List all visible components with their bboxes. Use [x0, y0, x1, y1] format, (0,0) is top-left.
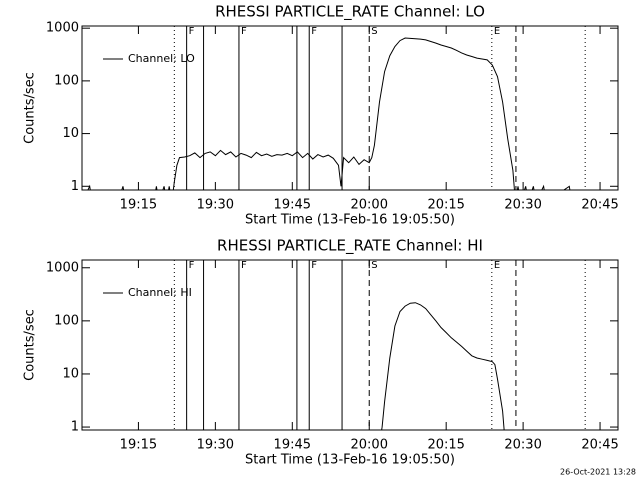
- footer: 26-Oct-2021 13:28: [560, 468, 636, 477]
- legend-label: Channel: LO: [128, 52, 195, 65]
- x-tick-label: 19:45: [274, 198, 311, 213]
- plot-frame: [81, 25, 619, 191]
- marker-label: F: [311, 260, 317, 271]
- x-tick-label: 20:45: [581, 438, 618, 453]
- marker-label: F: [241, 26, 247, 37]
- x-tick-label: 19:30: [197, 438, 234, 453]
- marker-label: F: [241, 260, 247, 271]
- y-axis-label: Counts/sec: [23, 72, 38, 144]
- marker-label: F: [311, 26, 317, 37]
- y-tick-label: 10: [62, 126, 79, 141]
- marker-label: S: [371, 260, 377, 271]
- y-axis-label: Counts/sec: [23, 309, 38, 381]
- series-line: [381, 302, 505, 430]
- chart-title: RHESSI PARTICLE_RATE Channel: LO: [215, 3, 485, 22]
- legend-label: Channel: HI: [128, 286, 192, 299]
- y-tick-label: 10: [62, 366, 79, 381]
- x-tick-label: 19:45: [274, 438, 311, 453]
- x-tick-label: 20:15: [427, 438, 464, 453]
- x-tick-label: 20:30: [504, 198, 541, 213]
- marker-label: E: [494, 260, 500, 271]
- x-axis-label: Start Time (13-Feb-16 19:05:50): [245, 453, 455, 468]
- marker-label: F: [189, 260, 195, 271]
- x-tick-label: 20:45: [581, 198, 618, 213]
- marker-label: F: [189, 26, 195, 37]
- series-line: [87, 37, 571, 190]
- x-axis-label: Start Time (13-Feb-16 19:05:50): [245, 213, 455, 228]
- x-tick-label: 20:00: [351, 198, 388, 213]
- x-tick-label: 20:00: [351, 438, 388, 453]
- plot-frame: [81, 259, 619, 431]
- marker-label: E: [494, 26, 500, 37]
- y-tick-label: 100: [54, 73, 79, 88]
- y-tick-label: 1000: [46, 21, 79, 36]
- y-tick-label: 100: [54, 313, 79, 328]
- chart-title: RHESSI PARTICLE_RATE Channel: HI: [217, 237, 483, 256]
- x-tick-label: 19:30: [197, 198, 234, 213]
- marker-label: S: [371, 26, 377, 37]
- x-tick-label: 19:15: [120, 438, 157, 453]
- y-tick-label: 1: [71, 420, 79, 435]
- y-tick-label: 1000: [46, 260, 79, 275]
- y-tick-label: 1: [71, 179, 79, 194]
- x-tick-label: 20:30: [504, 438, 541, 453]
- x-tick-label: 19:15: [120, 198, 157, 213]
- x-tick-label: 20:15: [427, 198, 464, 213]
